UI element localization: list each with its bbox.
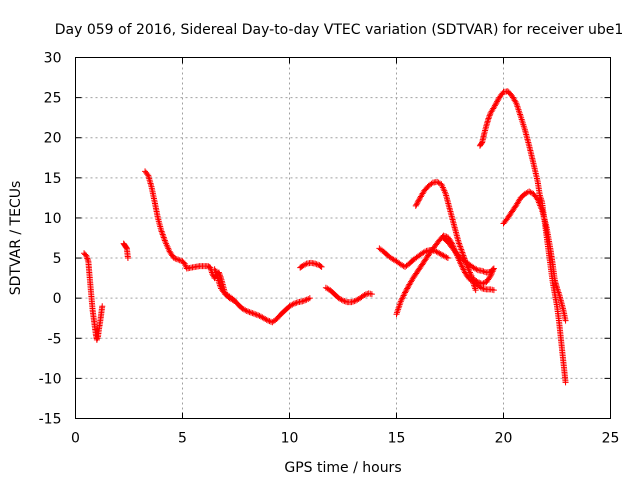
plus-markers: [440, 235, 496, 276]
plus-markers: [297, 259, 325, 271]
data-segment: [476, 88, 569, 386]
y-tick-label: 30: [44, 51, 62, 67]
plus-markers: [470, 265, 497, 287]
x-tick-label: 20: [495, 431, 513, 447]
x-tick-labels: 0 5 10 15 20 25: [71, 431, 619, 447]
data-segment: [120, 240, 131, 262]
plus-markers: [322, 284, 375, 306]
y-axis-label: SDTVAR / TECUs: [8, 181, 24, 296]
x-tick-label: 10: [281, 431, 299, 447]
data-segment: [81, 250, 106, 343]
plus-markers: [393, 232, 497, 318]
x-tick-label: 25: [602, 431, 620, 447]
plot-frame: [75, 57, 611, 419]
data-segment: [297, 259, 325, 271]
plus-markers: [120, 240, 131, 262]
chart-title: Day 059 of 2016, Sidereal Day-to-day VTE…: [55, 22, 624, 38]
data-segment: [322, 284, 375, 306]
plus-markers: [500, 188, 569, 324]
x-tick-label: 5: [178, 431, 187, 447]
y-tick-labels: -15 -10 -5 0 5 10 15 20 25 30: [39, 51, 62, 428]
axis-ticks: [75, 57, 611, 419]
x-tick-label: 15: [388, 431, 406, 447]
data-segment: [211, 266, 313, 326]
y-tick-label: -10: [39, 371, 62, 387]
data-segment: [412, 178, 479, 294]
plus-markers: [211, 266, 313, 326]
plus-markers: [476, 88, 569, 386]
data-segment: [376, 245, 451, 270]
series-0: [81, 88, 569, 386]
y-tick-label: 10: [44, 211, 62, 227]
data-segment: [440, 235, 496, 276]
grid: [75, 57, 611, 419]
y-tick-label: -15: [39, 412, 62, 428]
y-tick-label: 25: [44, 91, 62, 107]
plus-markers: [376, 245, 451, 270]
data-segment: [500, 188, 569, 324]
y-tick-label: 5: [53, 251, 62, 267]
x-axis-label: GPS time / hours: [284, 460, 401, 476]
plus-markers: [81, 250, 106, 343]
y-tick-label: -5: [48, 331, 62, 347]
y-tick-label: 20: [44, 131, 62, 147]
y-tick-label: 0: [53, 291, 62, 307]
data-segment: [470, 265, 497, 287]
data-marks: [81, 88, 569, 386]
data-segment: [393, 232, 497, 318]
x-tick-label: 0: [71, 431, 80, 447]
plus-markers: [142, 168, 237, 304]
data-segment: [142, 168, 237, 304]
y-tick-label: 15: [44, 171, 62, 187]
plus-markers: [412, 178, 479, 294]
